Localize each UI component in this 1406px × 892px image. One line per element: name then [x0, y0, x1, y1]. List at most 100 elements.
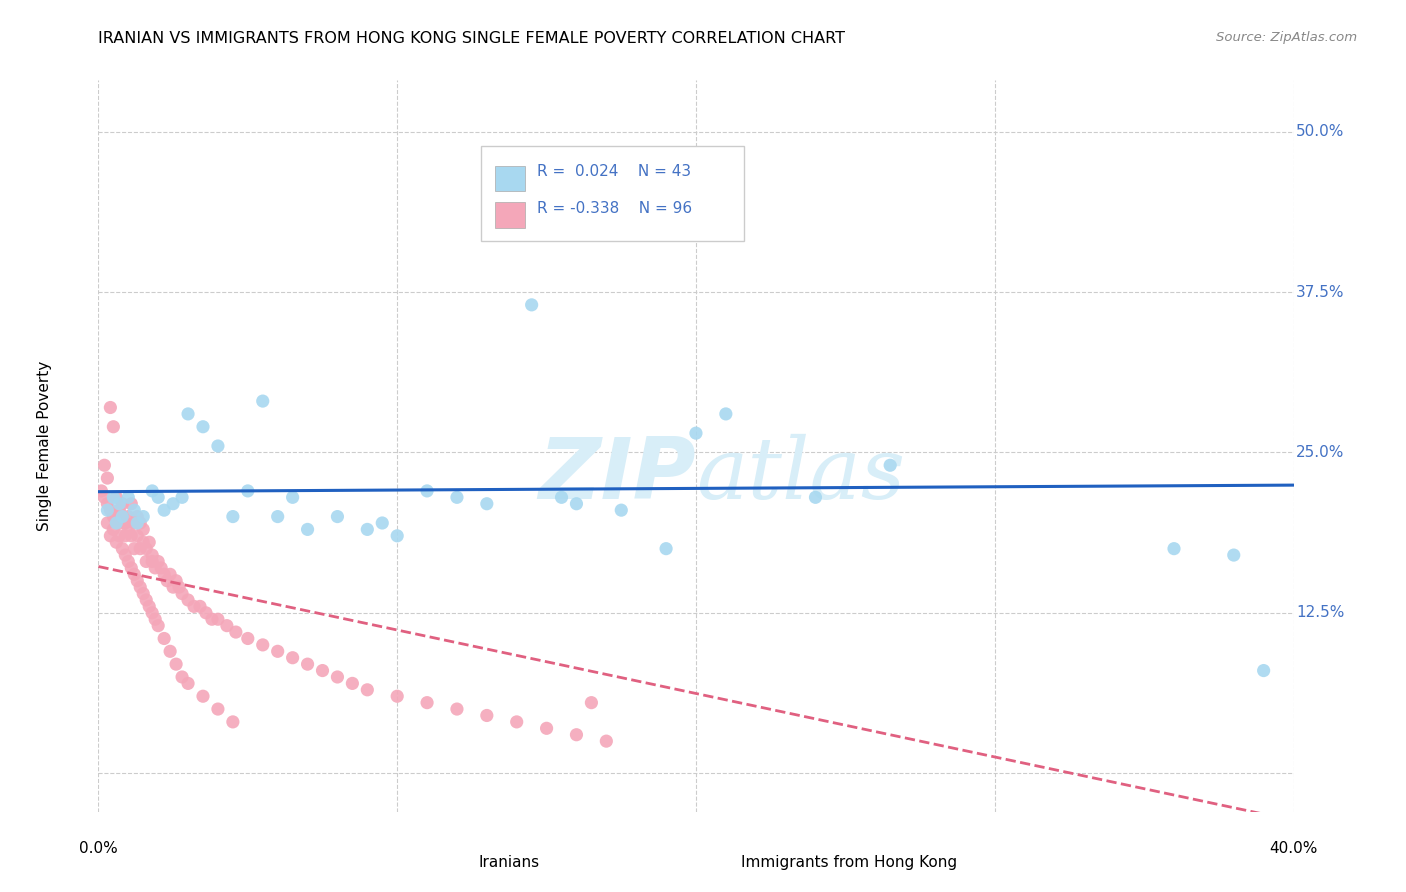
Point	[385, 529, 409, 543]
Point	[150, 561, 173, 575]
FancyBboxPatch shape	[696, 854, 733, 871]
Point	[581, 696, 603, 710]
Point	[225, 625, 247, 640]
Text: Source: ZipAtlas.com: Source: ZipAtlas.com	[1216, 31, 1357, 45]
Point	[96, 503, 118, 517]
Point	[127, 574, 149, 588]
Text: Immigrants from Hong Kong: Immigrants from Hong Kong	[741, 855, 957, 870]
Point	[124, 503, 146, 517]
Point	[565, 497, 588, 511]
Point	[172, 586, 194, 600]
Point	[201, 612, 224, 626]
Point	[105, 509, 128, 524]
Text: R = -0.338    N = 96: R = -0.338 N = 96	[537, 201, 692, 216]
Point	[167, 580, 190, 594]
Point	[105, 516, 128, 530]
Point	[159, 644, 181, 658]
Point	[108, 529, 131, 543]
Point	[215, 618, 238, 632]
FancyBboxPatch shape	[495, 166, 524, 192]
Point	[159, 567, 181, 582]
Point	[98, 529, 122, 543]
Point	[188, 599, 211, 614]
Point	[120, 561, 142, 575]
Point	[114, 516, 136, 530]
Point	[96, 497, 118, 511]
Point	[143, 612, 166, 626]
Point	[93, 458, 115, 473]
Point	[1163, 541, 1185, 556]
Point	[446, 702, 468, 716]
FancyBboxPatch shape	[495, 202, 524, 228]
Point	[129, 580, 152, 594]
Point	[506, 714, 529, 729]
Point	[162, 497, 184, 511]
Text: Iranians: Iranians	[478, 855, 540, 870]
Point	[117, 554, 139, 568]
Point	[222, 509, 245, 524]
Point	[129, 541, 152, 556]
Point	[236, 483, 259, 498]
Point	[326, 509, 349, 524]
Point	[194, 606, 218, 620]
Point	[267, 509, 290, 524]
Point	[96, 516, 118, 530]
Text: 50.0%: 50.0%	[1296, 124, 1344, 139]
Text: Single Female Poverty: Single Female Poverty	[37, 361, 52, 531]
Point	[491, 182, 513, 196]
Point	[177, 407, 200, 421]
Point	[111, 497, 134, 511]
Point	[416, 696, 439, 710]
Point	[536, 721, 558, 735]
Point	[93, 491, 115, 505]
Point	[153, 567, 176, 582]
Point	[132, 586, 155, 600]
Point	[148, 618, 170, 632]
Point	[297, 523, 319, 537]
Point	[135, 554, 157, 568]
Text: 25.0%: 25.0%	[1296, 445, 1344, 460]
Point	[132, 535, 155, 549]
Point	[141, 606, 163, 620]
Point	[108, 497, 131, 511]
Point	[207, 702, 229, 716]
Point	[267, 644, 290, 658]
Point	[120, 529, 142, 543]
Point	[111, 509, 134, 524]
Point	[1253, 664, 1275, 678]
Point	[804, 491, 827, 505]
Text: atlas: atlas	[696, 434, 905, 516]
FancyBboxPatch shape	[481, 146, 744, 241]
Point	[103, 509, 125, 524]
Point	[96, 471, 118, 485]
Text: R =  0.024    N = 43: R = 0.024 N = 43	[537, 164, 692, 179]
Point	[252, 638, 274, 652]
Point	[138, 599, 160, 614]
Point	[297, 657, 319, 672]
Point	[685, 426, 707, 441]
Point	[135, 593, 157, 607]
Point	[172, 670, 194, 684]
Point	[342, 676, 364, 690]
Point	[371, 516, 394, 530]
Point	[132, 523, 155, 537]
Point	[356, 523, 378, 537]
Point	[1223, 548, 1246, 562]
Point	[127, 509, 149, 524]
Point	[127, 529, 149, 543]
Point	[655, 541, 678, 556]
Point	[191, 419, 214, 434]
Point	[141, 483, 163, 498]
Point	[183, 599, 205, 614]
Point	[124, 516, 146, 530]
Point	[177, 593, 200, 607]
Point	[98, 401, 122, 415]
Point	[520, 298, 543, 312]
Point	[105, 491, 128, 505]
Point	[475, 497, 498, 511]
Point	[446, 491, 468, 505]
Point	[156, 574, 179, 588]
Text: 40.0%: 40.0%	[1270, 841, 1317, 856]
Text: 37.5%: 37.5%	[1296, 285, 1344, 300]
Point	[595, 734, 617, 748]
